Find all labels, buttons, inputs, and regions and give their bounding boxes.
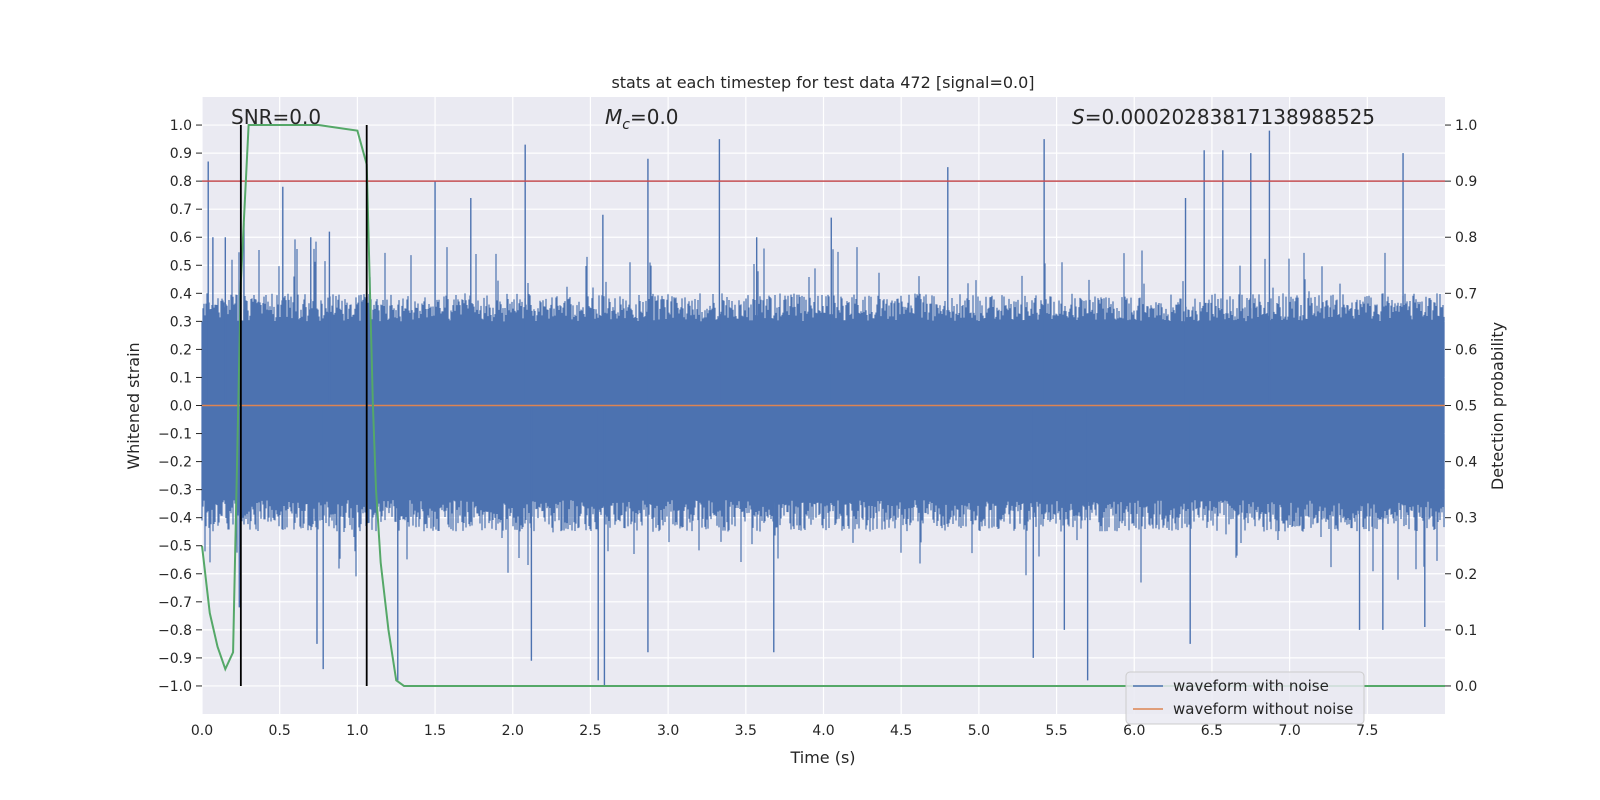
- x-tick-label-9: 4.5: [890, 723, 912, 739]
- chirp-mass-value: =0.0: [630, 105, 679, 129]
- s-value: =0.00020283817138988525: [1085, 105, 1375, 129]
- y-right-tick-label-3: 0.7: [1455, 286, 1477, 302]
- y-tick-label-8: 0.2: [170, 342, 192, 358]
- y-tick-label-20: −1.0: [158, 679, 192, 695]
- y-right-tick-label-0: 1.0: [1455, 118, 1477, 134]
- x-axis-title: Time (s): [789, 748, 855, 767]
- x-tick-label-4: 2.0: [502, 723, 524, 739]
- x-tick-label-10: 5.0: [968, 723, 990, 739]
- x-tick-label-5: 2.5: [579, 723, 601, 739]
- y-tick-label-18: −0.8: [158, 623, 192, 639]
- x-tick-label-2: 1.0: [346, 723, 368, 739]
- y-right-tick-label-2: 0.8: [1455, 230, 1477, 246]
- y-right-tick-label-10: 0.0: [1455, 679, 1477, 695]
- y-tick-label-4: 0.6: [170, 230, 192, 246]
- x-tick-label-15: 7.5: [1356, 723, 1378, 739]
- y-tick-label-0: 1.0: [170, 118, 192, 134]
- y-tick-label-13: −0.3: [158, 483, 192, 499]
- legend-label-noise: waveform with noise: [1173, 677, 1329, 695]
- x-tick-label-3: 1.5: [424, 723, 446, 739]
- chart-title: stats at each timestep for test data 472…: [611, 73, 1034, 92]
- x-tick-label-12: 6.0: [1123, 723, 1145, 739]
- legend-label-clean: waveform without noise: [1173, 700, 1353, 718]
- y-right-tick-label-5: 0.5: [1455, 399, 1477, 415]
- y-axis-title: Whitened strain: [124, 342, 143, 469]
- y-tick-label-12: −0.2: [158, 455, 192, 471]
- y-tick-label-9: 0.1: [170, 370, 192, 386]
- y-right-tick-label-9: 0.1: [1455, 623, 1477, 639]
- y-tick-label-5: 0.5: [170, 258, 192, 274]
- y-tick-label-16: −0.6: [158, 567, 192, 583]
- y-axis-right-title: Detection probability: [1488, 322, 1507, 490]
- x-tick-label-14: 7.0: [1278, 723, 1300, 739]
- y-tick-label-15: −0.5: [158, 539, 192, 555]
- y-tick-label-7: 0.3: [170, 314, 192, 330]
- y-right-tick-label-8: 0.2: [1455, 567, 1477, 583]
- chirp-mass-subscript: c: [622, 117, 630, 133]
- series-waveform-with-noise: [201, 130, 1445, 686]
- x-axis: 0.0 0.5 1.0 1.5 2.0 2.5 3.0 3.5 4.0 4.5 5.0 5.5 6.0 6…: [191, 723, 1379, 739]
- overlays: [201, 124, 1445, 687]
- x-tick-label-11: 5.5: [1045, 723, 1067, 739]
- y-right-tick-label-4: 0.6: [1455, 342, 1477, 358]
- chirp-mass-symbol: M: [605, 105, 622, 129]
- y-tick-label-11: −0.1: [158, 427, 192, 443]
- y-axis-right: 1.0 0.9 0.8 0.7 0.6 0.5 0.4 0.3 0.2 0.1 0.0: [1445, 118, 1477, 695]
- x-tick-label-1: 0.5: [269, 723, 291, 739]
- y-tick-label-6: 0.4: [170, 286, 192, 302]
- x-tick-label-6: 3.0: [657, 723, 679, 739]
- s-symbol: S: [1072, 105, 1085, 129]
- x-tick-label-7: 3.5: [735, 723, 757, 739]
- y-tick-label-19: −0.9: [158, 651, 192, 667]
- y-tick-label-1: 0.9: [170, 146, 192, 162]
- y-tick-label-3: 0.7: [170, 202, 192, 218]
- chirp-mass-annotation: Mc=0.0: [605, 105, 679, 133]
- y-axis-left: 1.0 0.9 0.8 0.7 0.6 0.5 0.4 0.3 0.2 0.1 0.0 −0.1 −0.…: [158, 118, 202, 695]
- x-tick-label-13: 6.5: [1201, 723, 1223, 739]
- x-tick-label-0: 0.0: [191, 723, 213, 739]
- s-annotation: S=0.00020283817138988525: [1072, 105, 1375, 129]
- legend: waveform with noise waveform without noi…: [1125, 671, 1365, 725]
- x-tick-label-8: 4.0: [812, 723, 834, 739]
- y-tick-label-10: 0.0: [170, 399, 192, 415]
- y-right-tick-label-1: 0.9: [1455, 174, 1477, 190]
- y-right-tick-label-6: 0.4: [1455, 455, 1477, 471]
- y-tick-label-2: 0.8: [170, 174, 192, 190]
- snr-annotation: SNR=0.0: [231, 105, 321, 129]
- y-right-tick-label-7: 0.3: [1455, 511, 1477, 527]
- series-detection-probability: [201, 124, 1445, 687]
- legend-box: [1125, 671, 1365, 725]
- y-tick-label-14: −0.4: [158, 511, 192, 527]
- y-tick-label-17: −0.7: [158, 595, 192, 611]
